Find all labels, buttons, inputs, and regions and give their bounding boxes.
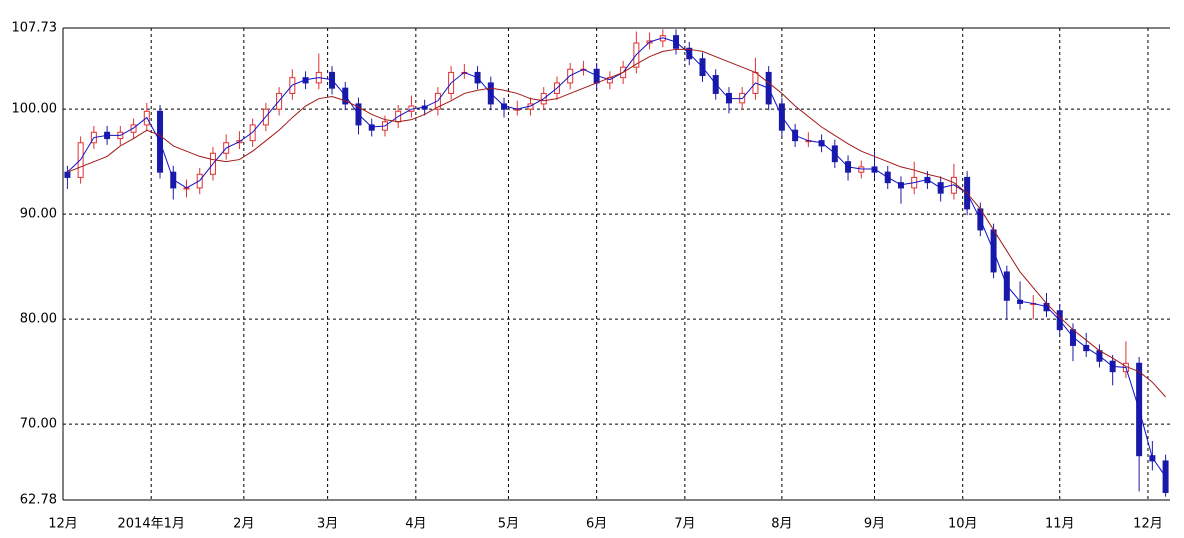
y-tick-label: 62.78 <box>20 493 57 508</box>
candle-body <box>64 171 71 178</box>
x-tick-label: 10月 <box>948 517 978 532</box>
x-tick-label: 6月 <box>586 517 607 532</box>
y-tick-label: 100.00 <box>12 102 58 117</box>
x-tick-label: 8月 <box>771 517 792 532</box>
x-tick-label: 4月 <box>405 517 426 532</box>
candle-body <box>858 166 865 173</box>
candle-body <box>368 124 375 131</box>
moving-average <box>67 48 1166 398</box>
y-tick-label: 107.73 <box>12 21 58 36</box>
moving-average <box>67 37 1166 477</box>
x-tick-label: 12月 <box>48 517 78 532</box>
x-tick-label: 7月 <box>674 517 695 532</box>
y-tick-label: 80.00 <box>20 312 57 327</box>
x-tick-label: 2月 <box>233 517 254 532</box>
x-tick-label: 9月 <box>864 517 885 532</box>
x-tick-label: 5月 <box>498 517 519 532</box>
candle-body <box>1162 460 1169 493</box>
x-tick-label: 3月 <box>317 517 338 532</box>
candle-body <box>897 182 904 189</box>
x-tick-label: 12月 <box>1133 517 1163 532</box>
x-tick-label: 2014年1月 <box>118 517 185 532</box>
y-tick-label: 70.00 <box>20 417 57 432</box>
x-tick-label: 11月 <box>1045 517 1075 532</box>
y-tick-label: 90.00 <box>20 207 57 222</box>
